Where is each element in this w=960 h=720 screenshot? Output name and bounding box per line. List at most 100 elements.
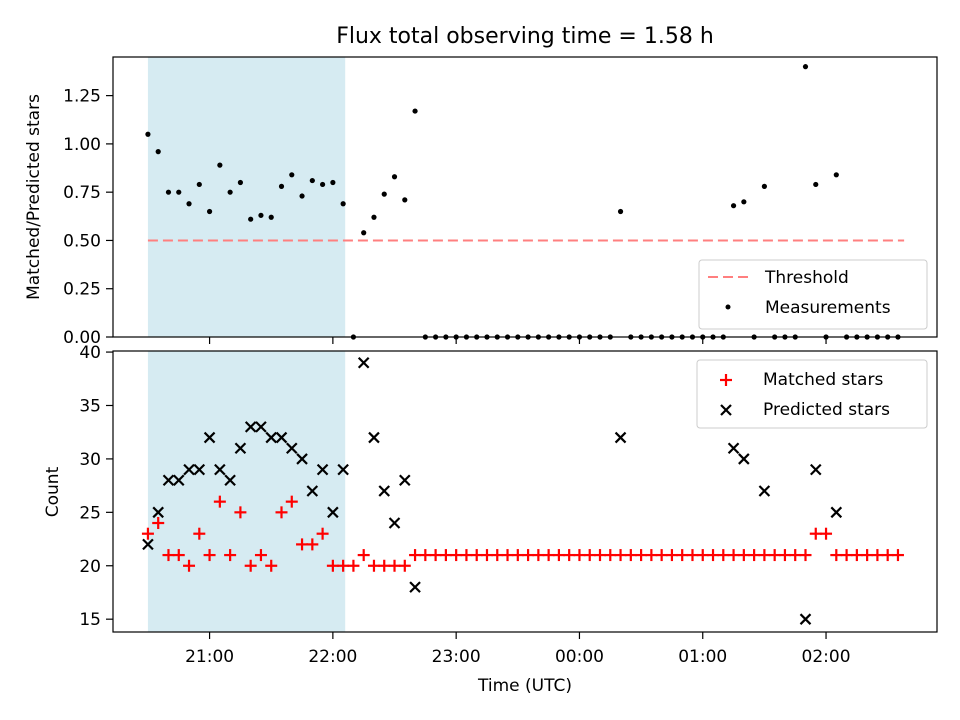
matched-star-point: [522, 549, 535, 562]
matched-star-point: [696, 549, 709, 562]
matched-star-point: [778, 549, 791, 562]
predicted-star-point: [183, 463, 195, 476]
measurement-point: [186, 201, 192, 207]
measurement-point: [196, 181, 202, 188]
matched-star-point: [563, 549, 576, 562]
x-tick-label: 00:00: [555, 647, 604, 667]
matched-star-point: [480, 549, 493, 562]
x-tick-label: 23:00: [432, 647, 481, 667]
predicted-star-point: [727, 442, 740, 455]
predicted-star-point: [830, 506, 843, 519]
x-tick-label: 01:00: [678, 647, 727, 667]
predicted-star-point: [152, 506, 164, 519]
predicted-star-point: [809, 463, 822, 476]
bottom-y-tick-label: 25: [79, 503, 101, 523]
predicted-star-point: [614, 431, 627, 444]
matched-star-point: [501, 549, 514, 562]
measurement-point: [145, 131, 151, 137]
top-y-tick-label: 1.25: [63, 87, 101, 107]
matched-star-point: [891, 549, 904, 562]
predicted-star-point: [142, 538, 154, 551]
top-y-tick-label: 1.00: [63, 135, 101, 155]
matched-star-point: [491, 549, 504, 562]
measurement-point: [176, 189, 182, 195]
top-y-tick-label: 0.25: [63, 280, 101, 300]
matched-star-point: [655, 549, 668, 562]
matched-star-point: [224, 549, 237, 562]
bottom-legend-box: [696, 359, 928, 429]
predicted-star-point: [399, 474, 411, 487]
x-tick-label: 02:00: [802, 647, 851, 667]
matched-star-point: [285, 495, 298, 508]
matched-star-point: [594, 549, 607, 562]
measurement-point: [206, 208, 213, 215]
legend-predicted-swatch: [720, 404, 732, 416]
x-tick-label: 22:00: [308, 647, 357, 667]
predicted-star-point: [799, 613, 812, 625]
predicted-star-point: [203, 431, 216, 444]
bottom-shade-region: [147, 351, 346, 632]
bottom-y-tick-label: 20: [79, 557, 101, 577]
top-y-tick-label: 0.75: [63, 183, 101, 203]
matched-star-point: [275, 506, 288, 519]
predicted-star-point: [162, 474, 175, 487]
measurement-point: [258, 212, 264, 218]
legend-measurements-swatch: [725, 304, 731, 310]
matched-star-point: [737, 549, 750, 562]
predicted-star-point: [306, 485, 319, 497]
matched-star-point: [881, 549, 894, 562]
measurement-point: [227, 189, 233, 195]
measurement-point: [813, 181, 819, 188]
predicted-star-point: [255, 421, 267, 433]
predicted-star-point: [275, 431, 288, 444]
matched-star-point: [707, 549, 720, 562]
predicted-star-point: [265, 431, 278, 444]
matched-star-point: [450, 549, 463, 562]
measurement-point: [330, 179, 336, 186]
matched-star-point: [809, 527, 822, 540]
top-legend: Threshold Measurements: [698, 259, 928, 330]
top-legend-box: [698, 259, 928, 330]
x-axis-label: Time (UTC): [477, 676, 572, 696]
matched-star-point: [306, 538, 319, 551]
matched-star-point: [254, 549, 267, 562]
measurement-point: [741, 199, 747, 205]
matched-star-point: [532, 549, 545, 562]
measurement-point: [833, 172, 839, 178]
predicted-star-point: [224, 474, 236, 487]
matched-star-point: [552, 549, 565, 562]
predicted-star-point: [337, 463, 349, 476]
matched-star-point: [820, 527, 833, 540]
matched-star-point: [141, 527, 154, 540]
matched-star-point: [162, 549, 175, 562]
bottom-y-axis-label: Count: [43, 466, 63, 517]
matched-star-point: [419, 549, 432, 562]
matched-star-point: [388, 559, 401, 572]
matched-star-point: [748, 549, 761, 562]
top-plot-frame: [112, 56, 938, 338]
matched-star-point: [172, 549, 185, 562]
matched-star-point: [542, 549, 555, 562]
predicted-star-point: [193, 463, 206, 476]
matched-star-point: [511, 549, 524, 562]
predicted-star-point: [214, 463, 226, 476]
matched-star-point: [409, 549, 422, 562]
measurement-point: [802, 64, 809, 70]
matched-star-point: [265, 559, 278, 572]
matched-star-point: [316, 527, 329, 540]
matched-star-point: [296, 538, 309, 551]
measurement-point: [248, 216, 254, 222]
predicted-star-point: [234, 442, 247, 455]
measurement-point: [155, 149, 161, 155]
matched-star-point: [357, 549, 370, 562]
matched-star-point: [645, 549, 658, 562]
matched-star-point: [326, 559, 339, 572]
predicted-star-point: [409, 581, 421, 593]
matched-star-point: [193, 527, 206, 540]
predicted-star-point: [327, 506, 339, 519]
bottom-y-tick-label: 15: [79, 610, 101, 630]
matched-star-point: [378, 559, 391, 572]
top-x-ticks: [208, 337, 827, 344]
top-y-tick-label: 0.00: [63, 328, 101, 348]
